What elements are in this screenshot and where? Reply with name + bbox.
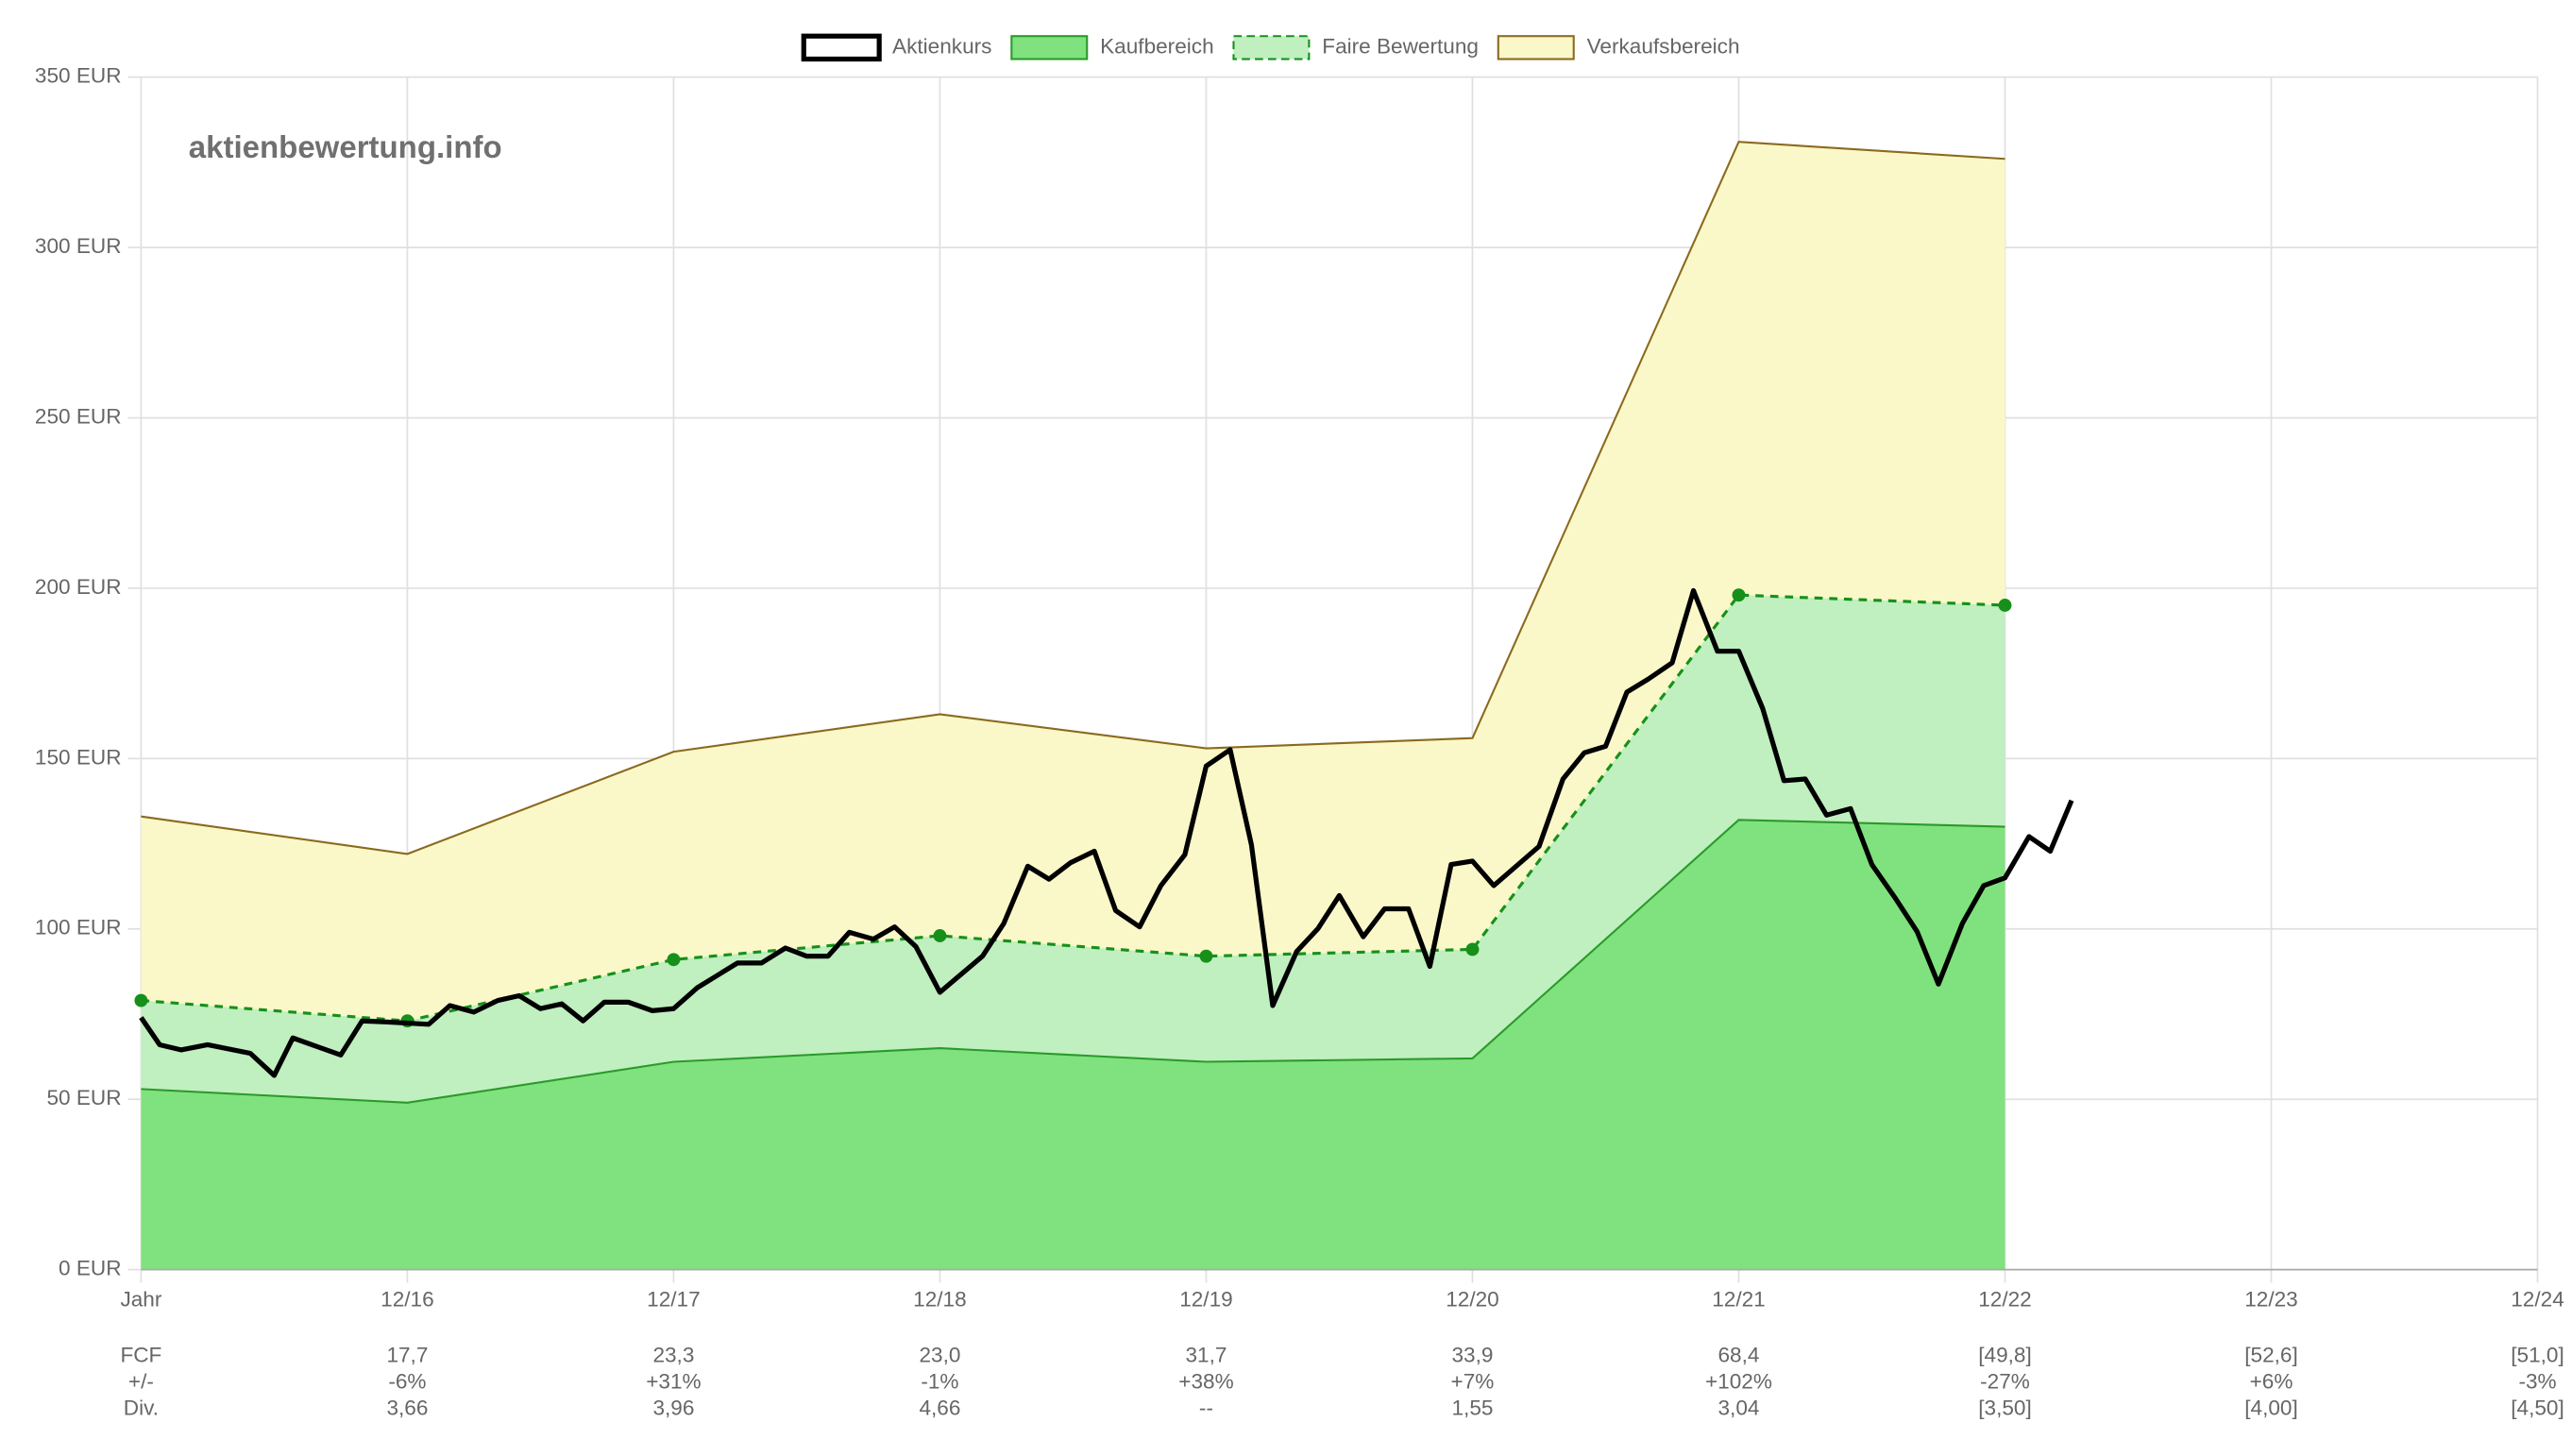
legend: Aktienkurs Kaufbereich Faire Bewertung Verk… [801, 33, 1740, 62]
table-cell: +102% [1705, 1369, 1772, 1393]
y-tick-label: 50 EUR [46, 1086, 121, 1109]
table-row-label: +/- [128, 1369, 154, 1393]
table-cell: 23,0 [919, 1344, 960, 1367]
x-tick-label: 12/16 [381, 1288, 434, 1312]
y-tick-label: 0 EUR [59, 1257, 122, 1280]
table-cell: 68,4 [1718, 1344, 1760, 1367]
table-cell: -- [1199, 1396, 1213, 1419]
point [667, 953, 681, 967]
table-cell: -27% [1980, 1369, 2030, 1393]
table-cell: 4,66 [919, 1396, 960, 1419]
point [933, 929, 947, 942]
legend-swatch [801, 33, 882, 62]
area-line [141, 819, 2005, 1104]
table-cell: 17,7 [386, 1344, 428, 1367]
table-cell: 31,7 [1185, 1344, 1227, 1367]
legend-swatch [1497, 35, 1575, 60]
point [134, 993, 148, 1007]
x-tick-label: 12/17 [647, 1288, 701, 1312]
legend-label: Aktienkurs [892, 34, 991, 58]
table-cell: 33,9 [1451, 1344, 1493, 1367]
legend-label: Verkaufsbereich [1587, 34, 1740, 58]
point [1732, 588, 1746, 602]
area-fill [141, 820, 2005, 1270]
price-line [139, 587, 2074, 1078]
table-cell: [4,00] [2244, 1396, 2297, 1419]
x-tick-label: 12/23 [2244, 1288, 2298, 1312]
table-cell: +7% [1451, 1369, 1495, 1393]
table-cell: [4,50] [2511, 1396, 2564, 1419]
table-cell: [49,8] [1978, 1344, 2032, 1367]
table-cell: +31% [646, 1369, 701, 1393]
table-cell: [51,0] [2511, 1344, 2564, 1367]
y-tick-label: 300 EUR [35, 234, 122, 258]
table-cell: +6% [2250, 1369, 2293, 1393]
legend-swatch [1232, 35, 1311, 60]
x-tick-label: 12/20 [1446, 1288, 1499, 1312]
x-tick-label: 12/24 [2511, 1288, 2564, 1312]
legend-label: Kaufbereich [1100, 34, 1214, 58]
table-row-label: Div. [124, 1396, 159, 1419]
table-cell: 3,66 [386, 1396, 428, 1419]
point [1199, 949, 1213, 963]
watermark: aktienbewertung.info [189, 129, 502, 164]
table-cell: 3,96 [652, 1396, 694, 1419]
y-tick-label: 150 EUR [35, 745, 122, 769]
y-tick-label: 350 EUR [35, 64, 122, 88]
table-cell: 1,55 [1451, 1396, 1493, 1419]
x-tick-label: 12/21 [1712, 1288, 1766, 1312]
table-cell: [3,50] [1978, 1396, 2032, 1419]
table-cell: -1% [921, 1369, 958, 1393]
table-cell: -3% [2518, 1369, 2556, 1393]
x-tick-label: Jahr [120, 1288, 161, 1312]
point [1998, 599, 2012, 612]
table-cell: 23,3 [652, 1344, 694, 1367]
area-line [141, 141, 2005, 855]
y-tick-label: 100 EUR [35, 916, 122, 940]
legend-label: Faire Bewertung [1322, 34, 1479, 58]
y-tick-label: 250 EUR [35, 404, 122, 428]
table-cell: [52,6] [2244, 1344, 2297, 1367]
table-row-label: FCF [120, 1344, 161, 1367]
y-tick-label: 200 EUR [35, 575, 122, 599]
x-tick-label: 12/19 [1179, 1288, 1233, 1312]
point [1465, 942, 1480, 957]
table-cell: +38% [1178, 1369, 1233, 1393]
x-tick-label: 12/22 [1978, 1288, 2032, 1312]
x-tick-label: 12/18 [913, 1288, 967, 1312]
table-cell: -6% [388, 1369, 426, 1393]
area-line [141, 593, 2005, 1023]
legend-swatch [1010, 35, 1089, 60]
table-cell: 3,04 [1718, 1396, 1760, 1419]
